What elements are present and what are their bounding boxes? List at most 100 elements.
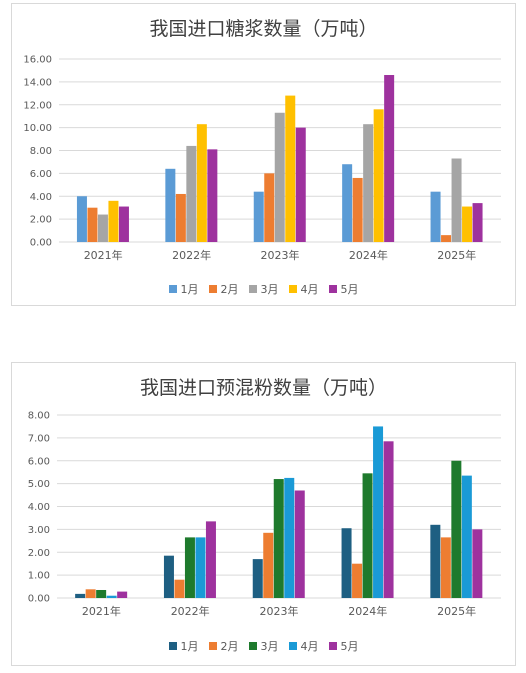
bar bbox=[108, 200, 119, 242]
legend-item: 3月 bbox=[248, 281, 279, 297]
bar bbox=[430, 191, 441, 242]
bar bbox=[383, 441, 394, 598]
bar bbox=[294, 490, 305, 598]
legend-label: 4月 bbox=[300, 283, 319, 296]
x-tick-label: 2025年 bbox=[437, 604, 476, 618]
legend-item: 5月 bbox=[328, 638, 359, 654]
bar bbox=[174, 579, 185, 598]
legend-swatch bbox=[328, 285, 337, 293]
x-tick-label: 2023年 bbox=[260, 604, 299, 618]
bar bbox=[186, 145, 197, 242]
bar bbox=[363, 124, 374, 242]
y-tick-label: 5.00 bbox=[28, 479, 50, 490]
y-tick-label: 8.00 bbox=[28, 411, 50, 422]
bar bbox=[97, 214, 108, 242]
legend-label: 1月 bbox=[180, 640, 199, 653]
legend-label: 3月 bbox=[260, 640, 279, 653]
premix-chart-panel: 我国进口预混粉数量（万吨） 0.00 1.00 2.00 3.00 4.00 5.00 6.… bbox=[11, 362, 516, 666]
legend-label: 3月 bbox=[260, 283, 279, 296]
bar bbox=[373, 426, 384, 598]
y-tick-label: 16.00 bbox=[23, 55, 52, 66]
bar bbox=[252, 559, 263, 598]
legend-swatch bbox=[288, 642, 297, 650]
bar bbox=[184, 537, 195, 598]
legend-label: 2月 bbox=[220, 283, 239, 296]
bar bbox=[207, 149, 218, 242]
bar bbox=[373, 109, 384, 242]
bar bbox=[87, 207, 98, 242]
bar bbox=[273, 479, 284, 598]
chart-legend: 1月 2月 3月 4月 5月 bbox=[12, 281, 515, 297]
y-tick-label: 1.00 bbox=[28, 571, 50, 582]
bar bbox=[462, 206, 473, 242]
legend-item: 2月 bbox=[208, 281, 239, 297]
x-tick-label: 2024年 bbox=[349, 248, 388, 262]
x-tick-label: 2022年 bbox=[172, 248, 211, 262]
legend-swatch bbox=[248, 642, 257, 650]
premix-bar-chart: 0.00 1.00 2.00 3.00 4.00 5.00 6.00 7.00 8.00 2021… bbox=[28, 411, 501, 618]
x-tick-label: 2021年 bbox=[84, 248, 123, 262]
y-tick-label: 14.00 bbox=[23, 77, 52, 88]
bar bbox=[196, 124, 207, 242]
legend-label: 1月 bbox=[180, 283, 199, 296]
bar bbox=[384, 75, 395, 242]
bar bbox=[472, 529, 483, 598]
bar bbox=[295, 127, 306, 242]
bar bbox=[352, 177, 363, 242]
y-tick-label: 0.00 bbox=[28, 594, 50, 605]
legend-item: 1月 bbox=[168, 281, 199, 297]
bar bbox=[342, 164, 353, 242]
legend-swatch bbox=[328, 642, 337, 650]
x-tick-label: 2023年 bbox=[261, 248, 300, 262]
y-tick-label: 3.00 bbox=[28, 525, 50, 536]
x-tick-label: 2021年 bbox=[82, 604, 121, 618]
y-tick-label: 2.00 bbox=[30, 215, 52, 226]
bar bbox=[263, 532, 274, 598]
bar bbox=[441, 235, 452, 242]
legend-swatch bbox=[168, 285, 177, 293]
bar bbox=[253, 191, 264, 242]
x-tick-label: 2024年 bbox=[348, 604, 387, 618]
y-tick-label: 10.00 bbox=[23, 123, 52, 134]
legend-swatch bbox=[208, 642, 217, 650]
bar bbox=[118, 206, 129, 242]
bar bbox=[352, 563, 363, 598]
legend-swatch bbox=[208, 285, 217, 293]
y-tick-label: 12.00 bbox=[23, 100, 52, 111]
bar bbox=[75, 593, 86, 598]
legend-item: 4月 bbox=[288, 281, 319, 297]
legend-item: 1月 bbox=[168, 638, 199, 654]
bar bbox=[461, 475, 472, 598]
bar bbox=[163, 555, 174, 598]
legend-item: 3月 bbox=[248, 638, 279, 654]
bar bbox=[341, 528, 352, 598]
legend-label: 4月 bbox=[300, 640, 319, 653]
legend-swatch bbox=[168, 642, 177, 650]
syrup-bar-chart: 0.00 2.00 4.00 6.00 8.00 10.00 12.00 14.00 16.00… bbox=[23, 55, 501, 262]
y-tick-label: 4.00 bbox=[28, 502, 50, 513]
bar bbox=[117, 591, 128, 598]
legend-label: 5月 bbox=[340, 283, 359, 296]
y-tick-label: 4.00 bbox=[30, 192, 52, 203]
bar bbox=[195, 537, 206, 598]
legend-label: 5月 bbox=[340, 640, 359, 653]
y-tick-label: 6.00 bbox=[30, 169, 52, 180]
y-tick-label: 0.00 bbox=[30, 238, 52, 249]
legend-item: 4月 bbox=[288, 638, 319, 654]
bar bbox=[106, 595, 117, 598]
y-tick-label: 7.00 bbox=[28, 433, 50, 444]
chart-title: 我国进口预混粉数量（万吨） bbox=[139, 377, 387, 399]
bar bbox=[274, 112, 285, 242]
bar bbox=[76, 196, 87, 242]
legend-label: 2月 bbox=[220, 640, 239, 653]
legend-swatch bbox=[248, 285, 257, 293]
bar bbox=[96, 589, 107, 598]
bar bbox=[451, 460, 462, 598]
y-tick-label: 6.00 bbox=[28, 456, 50, 467]
bar bbox=[285, 95, 296, 242]
chart-legend: 1月 2月 3月 4月 5月 bbox=[12, 638, 515, 654]
bar bbox=[175, 193, 186, 242]
y-tick-label: 8.00 bbox=[30, 146, 52, 157]
x-tick-label: 2025年 bbox=[437, 248, 476, 262]
bar bbox=[284, 477, 295, 598]
